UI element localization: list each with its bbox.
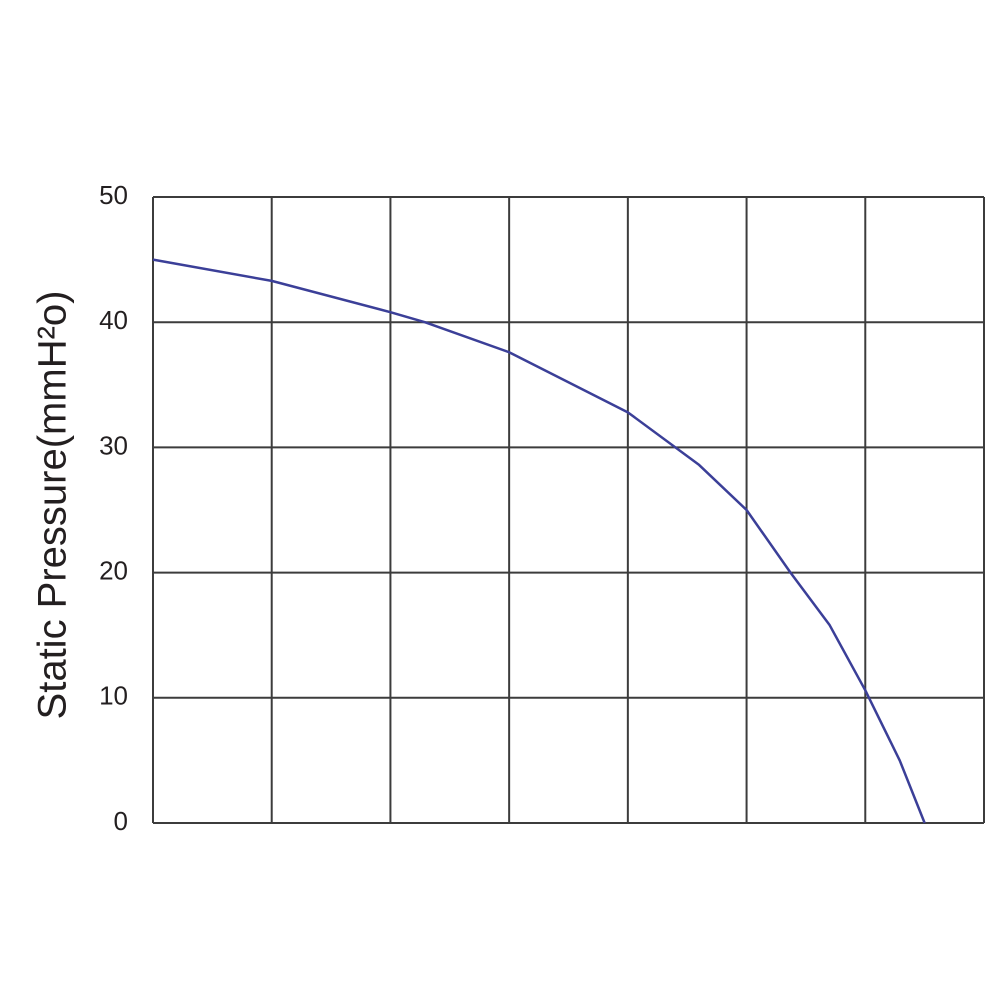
y-tick-label: 10 [99, 681, 128, 711]
y-tick-label: 30 [99, 430, 128, 460]
y-tick-label: 0 [114, 806, 128, 836]
line-series [152, 258, 926, 824]
y-tick-label: 40 [99, 305, 128, 335]
y-tick-label: 50 [99, 180, 128, 210]
y-tick-label: 20 [99, 555, 128, 585]
y-axis-label: Static Pressure(mmH²o) [31, 291, 75, 720]
